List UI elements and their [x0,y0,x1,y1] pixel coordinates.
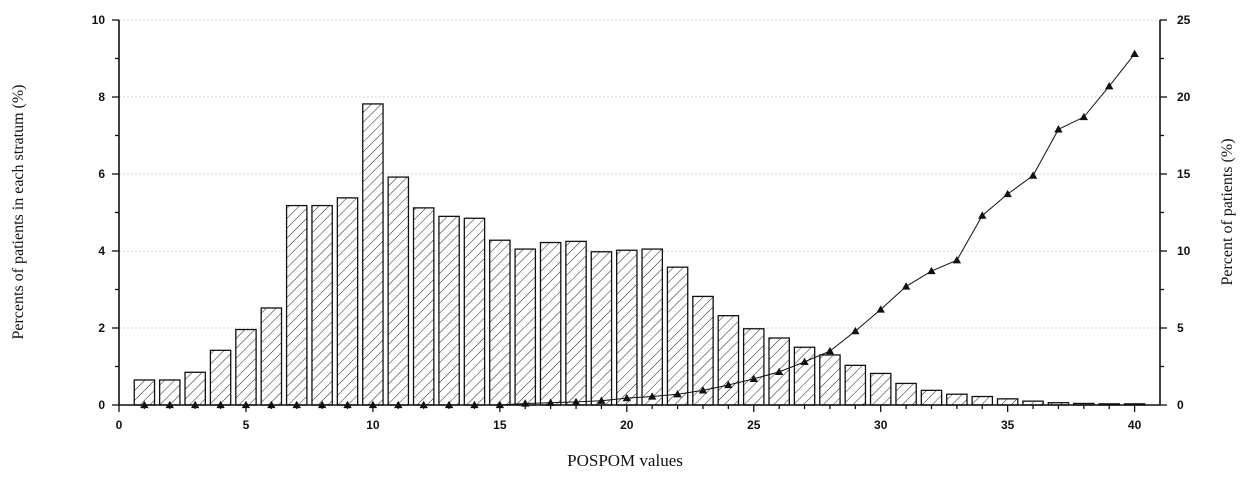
bar [235,328,257,406]
bar [742,328,765,406]
y2-tick-label: 5 [1177,321,1184,335]
y-tick-label: 10 [92,13,106,27]
line-point [724,380,733,389]
bar-series [133,103,1146,406]
line-point [952,256,962,264]
line-point [927,266,936,275]
bar [514,248,537,406]
bar [463,217,486,406]
line-point [800,357,809,366]
bar [819,354,841,406]
line-point [1028,171,1038,179]
bar [666,266,689,406]
x-tick-label: 15 [493,418,507,432]
bar [844,364,867,406]
bar [311,204,333,406]
bar [387,176,410,406]
line-point [698,386,708,394]
bar [184,371,206,406]
bar [869,372,892,406]
line-point [1003,189,1012,198]
bar [793,346,816,406]
bar [615,249,638,406]
bar [565,240,587,406]
bar [996,398,1019,406]
x-tick-label: 20 [620,418,634,432]
line-point [1130,49,1139,58]
y-tick-label: 8 [98,90,105,104]
bar [539,241,562,406]
bar [971,395,994,406]
gridlines [119,19,1160,329]
right-y-axis-ticks: 0 5 10 15 20 25 [1160,13,1191,412]
bar [362,103,384,406]
y2-tick-label: 20 [1177,90,1191,104]
line-point [901,282,911,290]
x-tick-label: 5 [243,418,250,432]
line-point [647,392,657,400]
line-point [597,396,606,404]
bar [336,197,359,406]
x-axis-ticks: 0 5 10 15 20 25 30 35 40 [116,405,1142,432]
bar [895,382,917,406]
bar [438,215,460,406]
y2-tick-label: 15 [1177,167,1191,181]
y2-tick-label: 10 [1177,244,1191,258]
y-tick-label: 2 [98,321,105,335]
bar [412,207,435,406]
x-tick-label: 30 [874,418,888,432]
y-tick-label: 4 [98,244,105,258]
line-point [673,390,682,398]
bar [209,349,232,406]
bar [946,393,968,406]
line-point [571,397,581,406]
bar [717,315,740,406]
x-tick-label: 40 [1128,418,1142,432]
x-axis-title: POSPOM values [567,451,683,470]
left-y-axis-ticks: 0 2 4 6 8 10 [92,13,119,412]
x-tick-label: 0 [116,418,123,432]
bar [590,251,613,406]
line-point [825,346,835,355]
y-tick-label: 6 [98,167,105,181]
line-point [1079,112,1089,121]
line-point [978,211,987,219]
line-point [749,374,758,382]
right-y-axis-title: Percent of patients (%) [1219,138,1236,285]
bar [285,204,308,406]
line-point [1105,82,1114,90]
bar [641,248,664,406]
line-point [851,326,860,335]
bar [489,239,511,406]
left-y-axis-title: Percents of patients in each stratum (%) [10,84,27,339]
y2-tick-label: 0 [1177,398,1184,412]
line-point [622,393,632,402]
y-tick-label: 0 [98,398,105,412]
bar [920,389,943,406]
bar [260,307,283,406]
y2-tick-label: 25 [1177,13,1191,27]
line-point [546,398,555,406]
x-tick-label: 35 [1001,418,1015,432]
x-tick-label: 25 [747,418,761,432]
x-tick-label: 10 [366,418,380,432]
line-point [774,367,784,376]
line-point [1054,125,1063,133]
line-point [876,305,885,313]
